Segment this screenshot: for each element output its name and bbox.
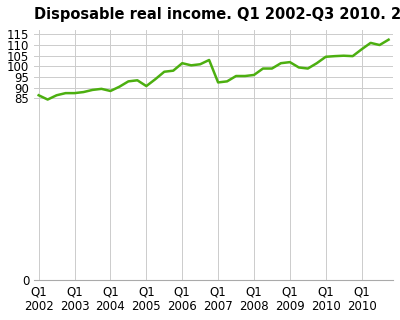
Text: Disposable real income. Q1 2002-Q3 2010. 2007=100: Disposable real income. Q1 2002-Q3 2010.… [34, 7, 400, 22]
